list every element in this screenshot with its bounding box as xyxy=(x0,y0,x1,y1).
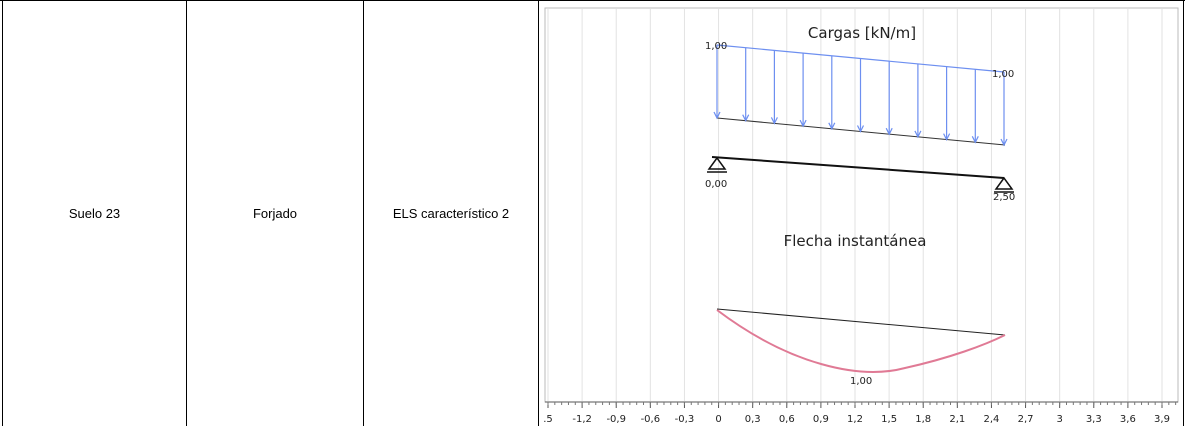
axis-label: 0,3 xyxy=(745,414,761,425)
axis-label: 2,1 xyxy=(949,414,965,425)
support xyxy=(707,156,727,173)
deflection-curve xyxy=(716,309,1006,373)
title: Cargas [kN/m] xyxy=(808,24,916,42)
axis-label: 1,2 xyxy=(847,414,863,425)
axis-label: 1,8 xyxy=(915,414,931,425)
arrow-head xyxy=(885,127,893,136)
cell: Forjado xyxy=(186,0,363,426)
axis-label: 3 xyxy=(1056,414,1062,425)
deflection-chord xyxy=(716,308,1006,336)
load-label: 1,00 xyxy=(992,69,1014,80)
deflection-label: 1,00 xyxy=(850,376,872,387)
axis-label: 2,7 xyxy=(1018,414,1034,425)
beam xyxy=(711,156,1005,179)
axis-label: -0,3 xyxy=(675,414,695,425)
arrow-head xyxy=(943,133,951,141)
axis-label: -0,6 xyxy=(641,414,661,425)
axis-label: 0,9 xyxy=(813,414,829,425)
arrow-head xyxy=(742,114,750,123)
axis-label: 0,6 xyxy=(779,414,795,425)
arrow-head xyxy=(770,117,778,125)
diagram-cell xyxy=(538,0,1184,426)
axis-label: 3,6 xyxy=(1120,414,1136,425)
axis-label: 3,3 xyxy=(1086,414,1102,425)
diagram-frame xyxy=(544,7,1179,403)
cell: ELS característico 2 xyxy=(363,0,538,426)
support xyxy=(994,176,1014,193)
arrow-head xyxy=(713,111,721,120)
arrow-head xyxy=(914,130,922,139)
arrow-head xyxy=(828,122,836,131)
arrow-head xyxy=(799,119,807,128)
title: Flecha instantánea xyxy=(784,232,927,250)
arrow-head xyxy=(856,125,865,133)
axis-label: 0 xyxy=(715,414,721,425)
axis-label: .5 xyxy=(543,414,553,425)
axis-label: 3,9 xyxy=(1154,414,1170,425)
arrow-head xyxy=(971,136,979,144)
cell: Suelo 23 xyxy=(2,0,186,426)
arrow-head xyxy=(1000,138,1008,147)
axis-label: -0,9 xyxy=(606,414,626,425)
axis-label: -1,2 xyxy=(572,414,592,425)
load-label: 1,00 xyxy=(705,41,727,52)
support-label: 0,00 xyxy=(705,179,727,190)
support-label: 2,50 xyxy=(993,192,1015,203)
axis-label: 1,5 xyxy=(881,414,897,425)
axis-label: 2,4 xyxy=(983,414,999,425)
